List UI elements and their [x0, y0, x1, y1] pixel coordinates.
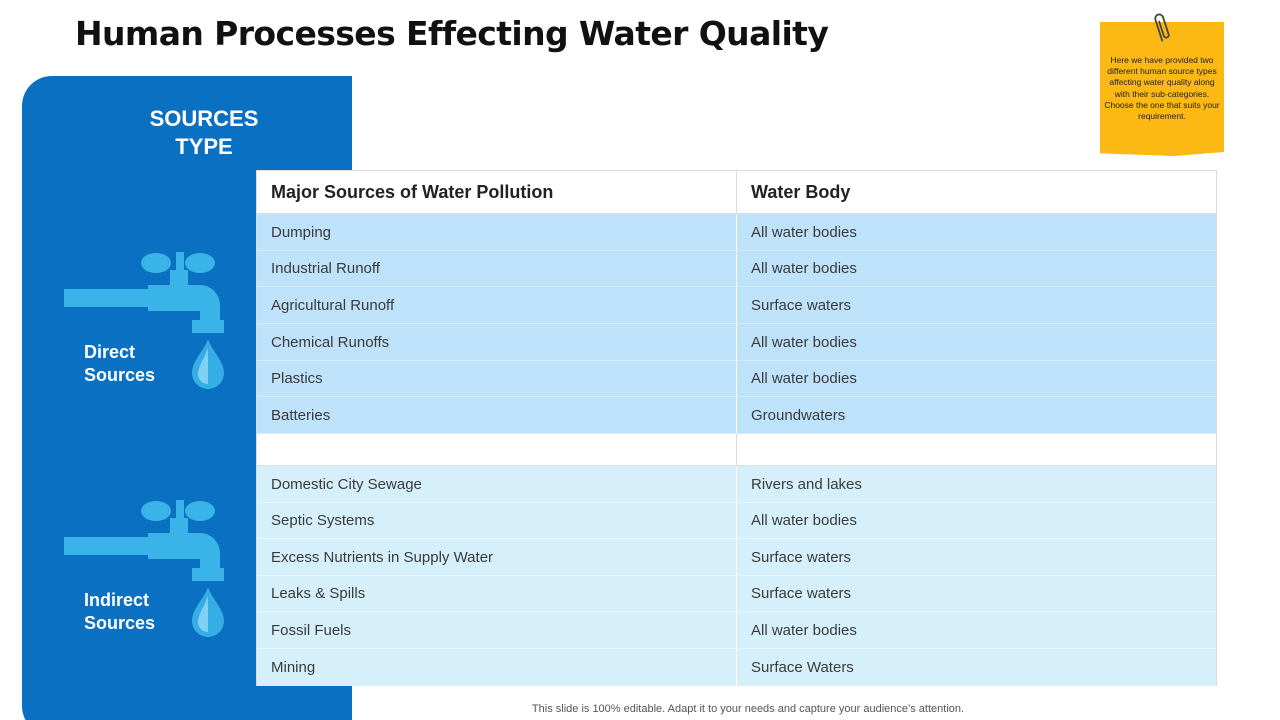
source-cell: Dumping: [257, 214, 737, 250]
water-body-cell: All water bodies: [751, 333, 857, 351]
table-row: Agricultural Runoff Surface waters: [257, 287, 1216, 324]
table-row: Dumping All water bodies: [257, 214, 1216, 251]
water-body-cell: Rivers and lakes: [751, 475, 862, 493]
heading-line-2: TYPE: [175, 134, 233, 159]
table-row: Excess Nutrients in Supply Water Surface…: [257, 539, 1216, 576]
spacer-cell: [737, 434, 1216, 465]
water-body-cell: All water bodies: [751, 621, 857, 639]
source-cell: Septic Systems: [257, 503, 737, 538]
indirect-line-1: Indirect: [84, 590, 150, 610]
sticky-note: [1100, 22, 1224, 156]
table-spacer-row: [257, 434, 1216, 466]
table-header-row: Major Sources of Water Pollution Water B…: [257, 171, 1216, 214]
table-row: Mining Surface Waters: [257, 649, 1216, 686]
source-cell: Domestic City Sewage: [257, 466, 737, 502]
header-major-sources: Major Sources of Water Pollution: [257, 171, 737, 213]
sticky-note-text: Here we have provided two different huma…: [1104, 55, 1220, 122]
header-water-body: Water Body: [751, 181, 851, 202]
source-cell: Batteries: [257, 397, 737, 433]
source-cell: Agricultural Runoff: [257, 287, 737, 323]
water-body-cell: All water bodies: [751, 260, 857, 277]
slide-footer: This slide is 100% editable. Adapt it to…: [531, 703, 965, 715]
slide-title: Human Processes Effecting Water Quality: [75, 14, 829, 53]
source-cell: Mining: [257, 649, 737, 686]
spacer-cell: [257, 434, 737, 465]
water-pollution-table: Major Sources of Water Pollution Water B…: [256, 170, 1217, 686]
direct-line-1: Direct: [84, 342, 136, 362]
paperclip-icon: [1154, 13, 1170, 42]
water-body-cell: Surface Waters: [751, 659, 854, 676]
source-cell: Leaks & Spills: [257, 576, 737, 611]
table-row: Domestic City Sewage Rivers and lakes: [257, 466, 1216, 503]
water-body-cell: All water bodies: [751, 512, 857, 529]
source-cell: Industrial Runoff: [257, 251, 737, 286]
table-row: Industrial Runoff All water bodies: [257, 251, 1216, 287]
water-body-cell: Groundwaters: [751, 406, 846, 424]
faucet-icon: [64, 252, 224, 389]
faucet-icon: [64, 500, 224, 637]
source-cell: Plastics: [257, 361, 737, 396]
table-row: Septic Systems All water bodies: [257, 503, 1216, 539]
table-row: Plastics All water bodies: [257, 361, 1216, 397]
indirect-line-2: Sources: [84, 613, 156, 633]
source-cell: Chemical Runoffs: [257, 324, 737, 360]
sources-type-heading: SOURCES TYPE: [122, 105, 286, 161]
source-cell: Excess Nutrients in Supply Water: [257, 539, 737, 575]
table-row: Leaks & Spills Surface waters: [257, 576, 1216, 612]
water-body-cell: Surface waters: [751, 296, 852, 314]
indirect-sources-label: Indirect Sources: [84, 589, 194, 635]
heading-line-1: SOURCES: [149, 106, 259, 131]
direct-line-2: Sources: [84, 365, 156, 385]
table-row: Fossil Fuels All water bodies: [257, 612, 1216, 649]
table-row: Chemical Runoffs All water bodies: [257, 324, 1216, 361]
water-body-cell: All water bodies: [751, 370, 857, 387]
direct-sources-label: Direct Sources: [84, 341, 194, 387]
water-body-cell: All water bodies: [751, 223, 857, 241]
table-row: Batteries Groundwaters: [257, 397, 1216, 434]
source-cell: Fossil Fuels: [257, 612, 737, 648]
water-body-cell: Surface waters: [751, 548, 852, 566]
water-body-cell: Surface waters: [751, 585, 852, 602]
